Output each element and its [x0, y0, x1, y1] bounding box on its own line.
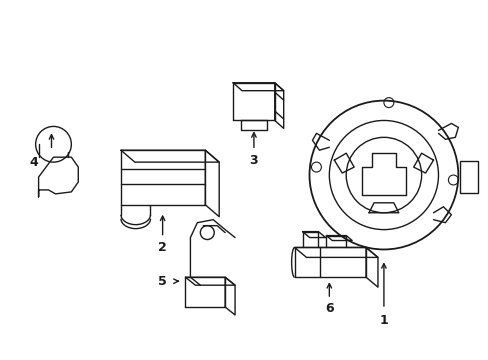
Text: 4: 4 — [29, 156, 38, 168]
Text: 2: 2 — [158, 241, 167, 254]
Text: 3: 3 — [249, 154, 258, 167]
Text: 1: 1 — [379, 314, 387, 327]
Text: 5: 5 — [158, 275, 167, 288]
Bar — [459, 161, 477, 193]
Text: 6: 6 — [325, 302, 333, 315]
